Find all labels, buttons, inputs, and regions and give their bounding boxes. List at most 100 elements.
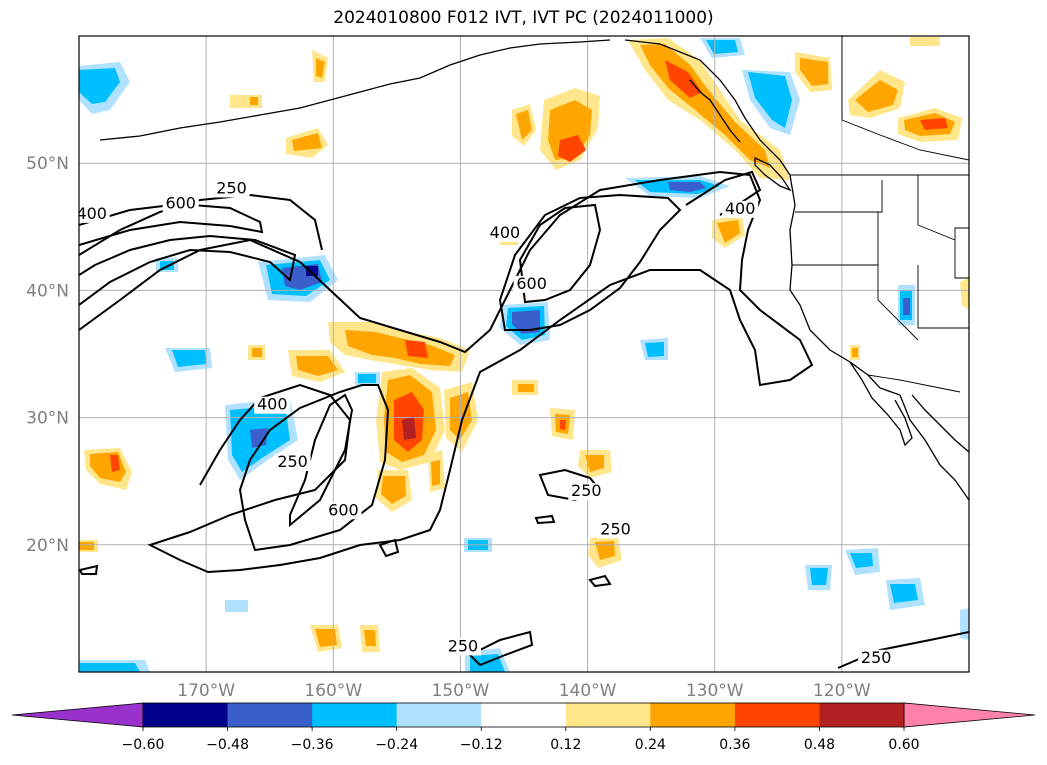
colorbar-segment	[396, 703, 482, 727]
colorbar-frame	[142, 702, 905, 728]
canada-province-border	[841, 36, 969, 161]
positive-anomaly-region	[292, 133, 322, 151]
alaska-coast	[99, 39, 611, 141]
state-border	[792, 212, 879, 266]
positive-anomaly-region	[852, 348, 858, 357]
positive-anomaly-region	[516, 110, 532, 140]
colorbar-segment	[312, 703, 398, 727]
positive-anomaly-region	[402, 416, 416, 440]
colorbar: −0.60 −0.48 −0.36 −0.24 −0.12 0.12 0.24 0.36 0.4…	[11, 702, 1036, 753]
negative-anomaly-region	[172, 350, 206, 367]
positive-anomaly-region	[364, 630, 376, 646]
colorbar-extend-max	[903, 702, 1036, 728]
contour-label: 400	[490, 223, 521, 242]
positive-anomaly-region	[560, 420, 566, 430]
political-borders	[790, 36, 969, 393]
ivt-contour-250	[79, 170, 814, 574]
negative-anomaly-region	[645, 342, 664, 357]
negative-anomaly-region	[512, 310, 540, 334]
gulf-of-california-coast	[911, 394, 969, 453]
colorbar-segment	[227, 703, 313, 727]
positive-anomaly-region	[800, 58, 828, 86]
colorbar-segment	[565, 703, 651, 727]
state-border	[954, 227, 969, 279]
ivt-contour-400	[79, 234, 297, 306]
negative-anomaly-region	[79, 68, 120, 104]
north-america-coastline	[624, 39, 969, 501]
negative-anomaly-region	[306, 266, 318, 276]
contour-label-background	[722, 200, 759, 218]
lat-tick-label: 30°N	[26, 409, 69, 429]
contour-label: 600	[516, 274, 547, 293]
vancouver-island	[754, 156, 792, 192]
contour-label: 250	[600, 519, 631, 538]
lon-tick-label: 120°W	[813, 681, 871, 701]
graticule	[79, 36, 969, 672]
negative-anomaly-region	[810, 568, 828, 585]
negative-anomaly-region	[903, 298, 910, 315]
latitude-labels: 20°N 30°N 40°N 50°N	[26, 154, 69, 556]
colorbar-segment	[650, 703, 736, 727]
negative-anomaly-region	[358, 374, 376, 383]
colorbar-tick-label: 0.48	[804, 737, 835, 753]
colorbar-tick-label: −0.24	[375, 737, 418, 753]
positive-anomaly-region	[960, 278, 969, 310]
lat-tick-label: 40°N	[26, 281, 69, 301]
colorbar-segment	[819, 703, 905, 727]
ivt-contour-250-south	[468, 630, 534, 667]
positive-anomaly-region	[855, 80, 898, 112]
negative-anomaly-region	[890, 584, 918, 603]
negative-anomaly-region	[850, 553, 873, 568]
state-border	[917, 175, 956, 241]
baja-peninsula	[849, 361, 913, 447]
negative-anomaly-region	[225, 600, 248, 612]
contour-label-background	[858, 649, 895, 667]
colorbar-tick-label: −0.36	[291, 737, 334, 753]
contour-label-background	[444, 638, 481, 656]
positive-anomaly-region	[79, 542, 94, 550]
contour-label: 600	[328, 500, 359, 519]
positive-anomaly-region	[920, 118, 948, 130]
colorbar-tick-label: −0.48	[206, 737, 249, 753]
positive-anomaly-region	[252, 348, 262, 357]
ivt-contour-400	[79, 193, 323, 256]
ivt-contour-600-south	[289, 393, 354, 528]
bc-islands	[689, 79, 741, 143]
state-border	[917, 265, 969, 329]
positive-anomaly-region	[110, 455, 120, 472]
contour-label: 400	[257, 395, 288, 414]
contour-label: 250	[277, 452, 308, 471]
ivt-contours	[79, 170, 969, 669]
colorbar-tick-label: 0.12	[550, 737, 581, 753]
positive-anomaly-region	[381, 476, 406, 504]
lon-tick-label: 170°W	[177, 681, 235, 701]
map-area: 250 600 400 400 600 400 400 250 600 250 250 250 250	[76, 36, 969, 672]
positive-anomaly-region	[665, 60, 702, 98]
contour-label-background	[162, 195, 199, 213]
positive-anomaly-region	[595, 541, 615, 560]
state-border	[877, 265, 919, 341]
ivt-contour-250-small	[79, 564, 99, 575]
contour-label: 400	[76, 204, 107, 223]
ivt-contour-600	[79, 202, 264, 246]
ivt-contour-600-east	[518, 203, 602, 304]
colorbar-tick-label: 0.24	[635, 737, 666, 753]
contour-label: 250	[861, 648, 892, 667]
positive-anomaly-region	[910, 37, 940, 46]
contour-label-background	[513, 275, 550, 293]
contour-label: 400	[725, 199, 756, 218]
ivt-contour-400-east	[685, 170, 762, 216]
negative-anomaly-region	[706, 40, 738, 54]
contour-label: 250	[216, 178, 247, 197]
longitude-labels: 170°W 160°W 150°W 140°W 130°W 120°W	[177, 681, 871, 701]
contour-label-background	[79, 205, 110, 223]
ivt-contour-250-small	[534, 514, 556, 525]
map-title: 2024010800 F012 IVT, IVT PC (2024011000)	[333, 8, 714, 28]
contour-label: 250	[448, 636, 479, 655]
lon-tick-label: 140°W	[559, 681, 617, 701]
ivt-contour-250-small	[378, 538, 400, 558]
colorbar-segment	[734, 703, 820, 727]
contour-label-background	[597, 521, 634, 539]
colorbar-segment	[481, 703, 567, 727]
colorbar-tick-label: 0.60	[888, 737, 919, 753]
